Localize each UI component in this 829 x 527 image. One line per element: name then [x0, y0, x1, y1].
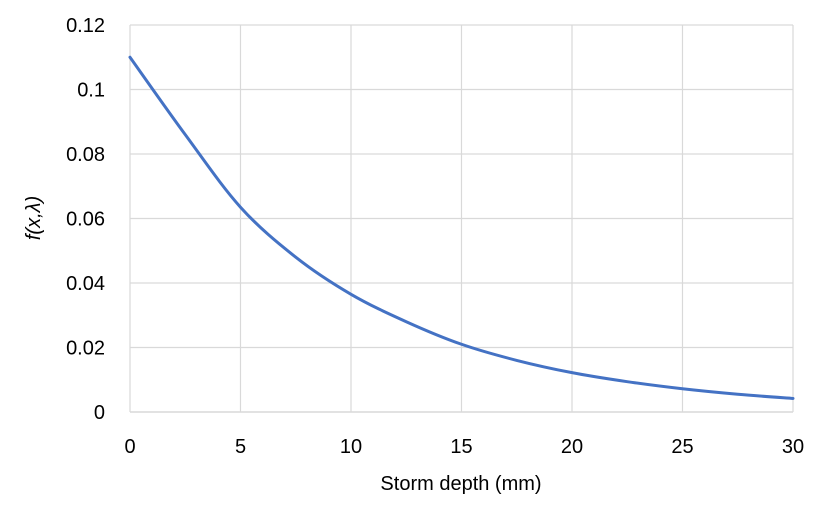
grid: [130, 24, 794, 412]
y-tick-label: 0.1: [77, 80, 105, 102]
y-tick-label: 0: [94, 402, 105, 424]
axes: 0 0.02 0.04 0.06 0.08 0.1 0.12 0 5 10 15 20 25 30: [66, 15, 804, 458]
x-tick-label: 20: [561, 436, 583, 458]
x-tick-label: 30: [782, 436, 804, 458]
y-axis-title: f(x,λ): [23, 196, 45, 240]
y-tick-label: 0.04: [66, 273, 105, 295]
x-tick-label: 15: [450, 436, 472, 458]
y-tick-label: 0.12: [66, 15, 105, 37]
series-line: [128, 55, 795, 400]
x-tick-label: 0: [124, 436, 135, 458]
y-tick-label: 0.08: [66, 144, 105, 166]
x-tick-label: 25: [671, 436, 693, 458]
x-tick-label: 5: [235, 436, 246, 458]
series-layer: [128, 55, 795, 400]
y-tick-label: 0.06: [66, 209, 105, 231]
y-tick-label: 0.02: [66, 338, 105, 360]
x-tick-label: 10: [340, 436, 362, 458]
labels: Storm depth (mm) f(x,λ): [23, 196, 542, 495]
x-axis-title: Storm depth (mm): [380, 473, 541, 495]
